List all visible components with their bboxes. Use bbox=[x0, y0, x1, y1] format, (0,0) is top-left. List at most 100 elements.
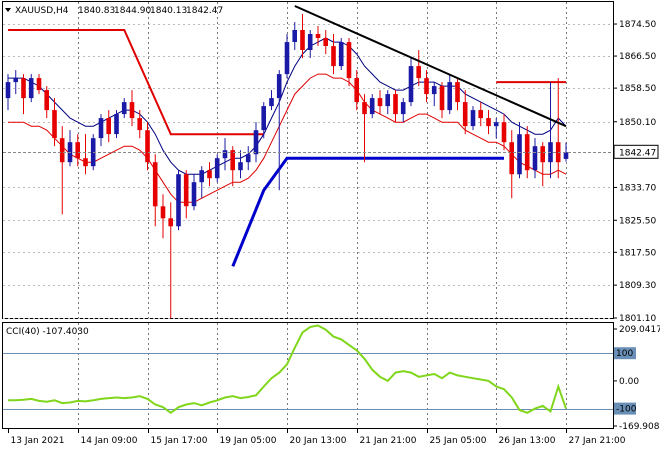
candle-body bbox=[145, 130, 150, 163]
ohlc-close: 1842.47 bbox=[186, 6, 223, 16]
candle-body bbox=[524, 134, 530, 171]
candle-body bbox=[540, 146, 545, 163]
candle-body bbox=[44, 90, 49, 111]
candle-body bbox=[486, 118, 491, 127]
price-tick-label: 1842.47 bbox=[619, 148, 656, 158]
candle-body bbox=[137, 118, 142, 131]
cci-tick-label: -100 bbox=[616, 405, 637, 415]
candle-body bbox=[509, 142, 514, 175]
candle-body bbox=[424, 78, 429, 95]
candle-body bbox=[470, 110, 476, 127]
candle-body bbox=[207, 170, 212, 179]
time-tick-label: 25 Jan 05:00 bbox=[430, 436, 487, 446]
cci-tick-label: 0.00 bbox=[619, 377, 639, 387]
candle-body bbox=[369, 98, 375, 115]
candle-body bbox=[75, 142, 80, 159]
price-tick-label: 1833.70 bbox=[619, 183, 656, 193]
candle-body bbox=[517, 134, 522, 175]
candle-body bbox=[5, 82, 11, 99]
candle-body bbox=[214, 158, 220, 179]
candle-body bbox=[21, 78, 26, 99]
candle-body bbox=[455, 82, 460, 103]
candle-body bbox=[52, 110, 57, 139]
candle-body bbox=[400, 102, 406, 115]
cci-tick-label: 209.0417 bbox=[619, 325, 660, 335]
cci-tick-label: -169.9088 bbox=[619, 422, 660, 432]
cci-level-tag bbox=[614, 347, 636, 360]
candle-body bbox=[222, 150, 228, 159]
candle-body bbox=[416, 66, 421, 79]
candle-body bbox=[315, 34, 321, 38]
candle-body bbox=[121, 102, 127, 115]
price-tick-label: 1817.50 bbox=[619, 248, 656, 258]
current-price-tag bbox=[613, 144, 659, 159]
candle-body bbox=[168, 218, 173, 227]
candle-body bbox=[331, 46, 336, 67]
cci-indicator-label: CCI(40) -107.4030 bbox=[6, 327, 89, 337]
candle-body bbox=[447, 82, 452, 111]
cci-axis: 209.0417 100 0.00 -100 -169.9088 bbox=[613, 325, 660, 432]
candle-body bbox=[284, 42, 290, 75]
candle-body bbox=[300, 30, 305, 50]
candle-body bbox=[323, 38, 328, 46]
candle-body bbox=[83, 158, 88, 167]
price-tick-label: 1858.50 bbox=[619, 84, 656, 94]
cci-level-tag bbox=[614, 402, 636, 415]
ohlc-low: 1840.13 bbox=[150, 6, 187, 16]
cci-grid bbox=[78, 323, 567, 428]
red-level-line bbox=[8, 29, 264, 136]
candle-body bbox=[501, 122, 507, 143]
candle-body bbox=[346, 42, 352, 79]
candle-body bbox=[13, 78, 18, 83]
candle-body bbox=[129, 102, 135, 119]
time-axis: 13 Jan 2021 14 Jan 09:00 15 Jan 17:00 19 Ja… bbox=[8, 429, 626, 446]
time-tick-label: 27 Jan 21:00 bbox=[569, 436, 626, 446]
ohlc-high: 1844.90 bbox=[114, 6, 151, 16]
price-tick-label: 1850.10 bbox=[619, 118, 656, 128]
candle-body bbox=[183, 174, 189, 207]
candle-body bbox=[431, 86, 437, 95]
candle-body bbox=[261, 106, 266, 131]
blue-support-line bbox=[231, 156, 504, 267]
cci-line bbox=[8, 324, 567, 415]
cci-panel-frame bbox=[2, 322, 614, 429]
candle-body bbox=[493, 122, 499, 127]
candle-body bbox=[338, 42, 344, 67]
candle-body bbox=[191, 182, 197, 207]
candle-body bbox=[478, 110, 483, 119]
price-tick-label: 1866.50 bbox=[619, 52, 656, 62]
candle-body bbox=[98, 118, 104, 139]
time-tick-label: 26 Jan 13:00 bbox=[499, 436, 556, 446]
candle-body bbox=[377, 98, 383, 107]
time-tick-label: 19 Jan 05:00 bbox=[220, 436, 277, 446]
resistance-trendline bbox=[294, 5, 567, 128]
price-tick-label: 1825.50 bbox=[619, 216, 656, 226]
candle-body bbox=[176, 174, 181, 227]
candle-body bbox=[199, 170, 204, 183]
candle-body bbox=[385, 94, 390, 107]
time-tick-label: 15 Jan 17:00 bbox=[151, 436, 208, 446]
price-axis: 1874.50 1866.50 1858.50 1850.10 1842.47 1833.… bbox=[613, 20, 659, 324]
price-tick-label: 1874.50 bbox=[619, 20, 656, 30]
candle-body bbox=[393, 94, 398, 115]
candle-body bbox=[114, 114, 119, 135]
candle-body bbox=[253, 130, 259, 155]
candle-body bbox=[292, 30, 297, 42]
cci-plot bbox=[3, 324, 613, 415]
price-tick-label: 1801.10 bbox=[619, 314, 656, 324]
time-tick-label: 20 Jan 13:00 bbox=[290, 436, 347, 446]
candle-body bbox=[276, 74, 282, 99]
chart-header: XAUUSD,H4 1840.83 1844.90 1840.13 1842.4… bbox=[5, 6, 223, 16]
candle-body bbox=[354, 78, 359, 103]
candle-body bbox=[36, 78, 42, 91]
price-plot bbox=[3, 5, 613, 319]
time-tick-label: 13 Jan 2021 bbox=[11, 436, 65, 446]
candle-body bbox=[362, 102, 367, 115]
candle-body bbox=[563, 152, 569, 159]
candle-body bbox=[269, 98, 274, 107]
candle-body bbox=[462, 102, 468, 127]
price-tick-label: 1809.30 bbox=[619, 281, 656, 291]
time-tick-label: 14 Jan 09:00 bbox=[81, 436, 138, 446]
candle-body bbox=[152, 162, 158, 207]
